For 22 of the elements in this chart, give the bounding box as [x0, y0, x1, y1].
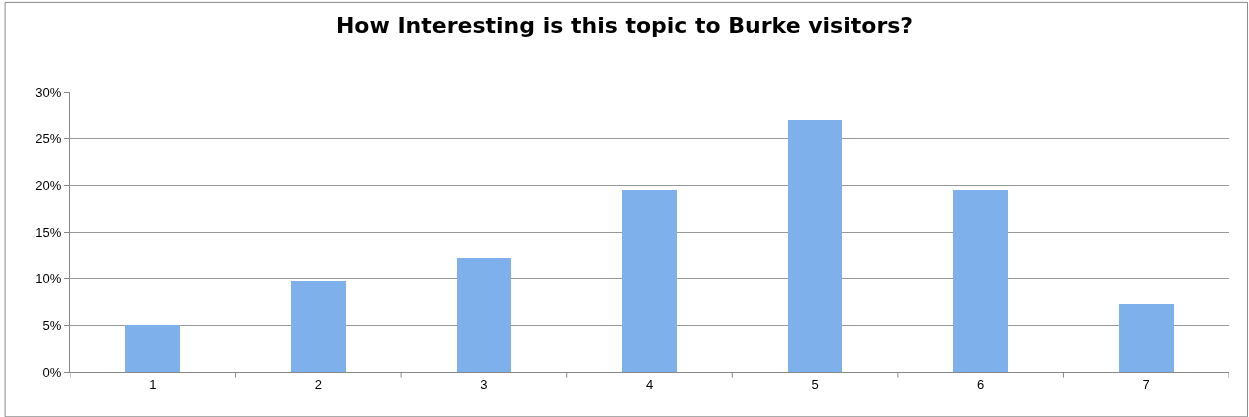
chart-title: How Interesting is this topic to Burke visitors?: [335, 12, 914, 38]
y-tick-label: 15%: [35, 224, 62, 240]
bar: [622, 190, 677, 372]
x-tick-label: 4: [645, 376, 654, 392]
bar: [953, 190, 1008, 372]
y-tick-label: 10%: [35, 271, 62, 287]
bar: [788, 120, 842, 372]
x-tick-label: 3: [480, 376, 488, 392]
y-tick-label: 25%: [35, 131, 62, 147]
x-tick-label: 5: [811, 376, 819, 392]
bar: [291, 281, 346, 372]
y-tick-label: 30%: [35, 84, 62, 100]
bar: [457, 258, 511, 372]
x-tick-label: 6: [977, 376, 985, 392]
y-tick-label: 20%: [35, 177, 62, 193]
x-tick-label: 7: [1142, 376, 1150, 392]
y-tick-label: 5%: [42, 317, 62, 333]
x-tick-label: 2: [314, 376, 322, 392]
y-tick-label: 0%: [42, 364, 62, 380]
bar: [1119, 304, 1174, 372]
bar: [125, 325, 180, 372]
x-tick-label: 1: [149, 376, 157, 392]
